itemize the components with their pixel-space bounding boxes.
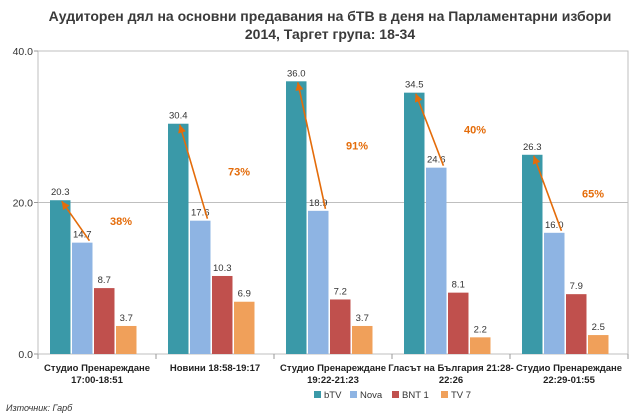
category-label: Студио Пренареждане: [44, 363, 150, 374]
bar-tv7: [588, 335, 609, 354]
category-label: 17:00-18:51: [71, 375, 123, 386]
category-label: 22:26: [439, 375, 463, 386]
legend-label: TV 7: [451, 390, 471, 401]
bar-bnt1: [330, 299, 351, 354]
growth-arrow-head: [414, 93, 423, 103]
data-label: 18.9: [309, 198, 328, 209]
legend: bTV Nova BNT 1 TV 7: [314, 390, 471, 401]
data-label: 16.0: [545, 220, 564, 231]
data-label: 14.7: [73, 230, 92, 241]
bar-bnt1: [212, 275, 233, 354]
bar-nova: [308, 210, 329, 354]
data-label: 24.6: [427, 155, 446, 166]
data-label: 10.3: [213, 263, 232, 274]
category-label: Студио Пренареждане: [516, 363, 622, 374]
growth-percent-label: 73%: [228, 167, 250, 179]
bar-btv: [286, 81, 307, 355]
data-label: 34.5: [405, 80, 424, 91]
bar-bnt1: [94, 288, 115, 354]
data-label: 3.7: [356, 313, 369, 324]
bar-btv: [168, 123, 189, 354]
data-label: 8.1: [452, 280, 465, 291]
chart-title-line2: 2014, Таргет група: 18-34: [245, 26, 415, 42]
data-label: 26.3: [523, 142, 542, 153]
bar-btv: [522, 154, 543, 354]
bar-bnt1: [448, 292, 469, 354]
bar-nova: [72, 242, 93, 354]
legend-label: bTV: [324, 390, 342, 401]
growth-arrow-line: [415, 93, 445, 166]
growth-percent-label: 38%: [110, 216, 132, 228]
growth-arrow-head: [532, 155, 541, 165]
bar-tv7: [234, 301, 255, 354]
data-label: 8.7: [98, 275, 111, 286]
bar-nova: [426, 167, 447, 354]
legend-label: BNT 1: [402, 390, 429, 401]
plot-area: 0.0 20.0 40.0 20.3 14.7 8.7 3.7 Студио Пренареж…: [13, 46, 629, 386]
growth-arrow-line: [296, 82, 327, 210]
growth-arrow-line: [61, 200, 91, 242]
data-label: 7.2: [334, 286, 347, 297]
category-label: Студио Пренареждане: [280, 363, 386, 374]
y-tick-label: 40.0: [13, 46, 34, 58]
data-label: 20.3: [51, 187, 70, 198]
legend-swatch-nova: [350, 391, 357, 398]
growth-percent-label: 40%: [464, 125, 486, 137]
data-label: 30.4: [169, 111, 188, 122]
source-note: Източник: Гарб: [6, 403, 73, 413]
growth-arrow-line: [532, 155, 563, 232]
bar-btv: [404, 92, 425, 354]
legend-swatch-bnt1: [392, 391, 399, 398]
growth-arrow-head: [61, 201, 70, 211]
y-tick-label: 20.0: [13, 198, 34, 210]
data-label: 2.5: [592, 322, 605, 333]
bar-nova: [190, 220, 211, 354]
bar-bnt1: [566, 294, 587, 354]
legend-label: Nova: [360, 390, 383, 401]
legend-swatch-tv7: [441, 391, 448, 398]
y-tick-label: 0.0: [18, 349, 33, 361]
data-label: 36.0: [287, 68, 306, 79]
bar-nova: [544, 232, 565, 354]
data-label: 6.9: [238, 289, 251, 300]
growth-arrow-head: [178, 124, 186, 134]
growth-percent-label: 91%: [346, 141, 368, 153]
data-label: 3.7: [120, 313, 133, 324]
data-label: 2.2: [474, 324, 487, 335]
chart-title-line1: Аудиторен дял на основни предавания на б…: [49, 8, 612, 24]
bar-tv7: [116, 325, 137, 354]
data-label: 7.9: [570, 281, 583, 292]
growth-arrow-head: [295, 82, 304, 91]
category-label: Гласът на България 21:28-: [388, 363, 514, 374]
legend-swatch-btv: [314, 391, 321, 398]
bar-tv7: [470, 337, 491, 354]
category-label: 22:29-01:55: [543, 375, 595, 386]
growth-percent-label: 65%: [582, 188, 604, 200]
bar-tv7: [352, 325, 373, 354]
bar-btv: [50, 200, 71, 354]
data-label: 17.6: [191, 208, 210, 219]
category-label: 19:22-21:23: [307, 375, 359, 386]
category-label: Новини 18:58-19:17: [170, 363, 260, 374]
growth-arrow-line: [178, 124, 209, 219]
